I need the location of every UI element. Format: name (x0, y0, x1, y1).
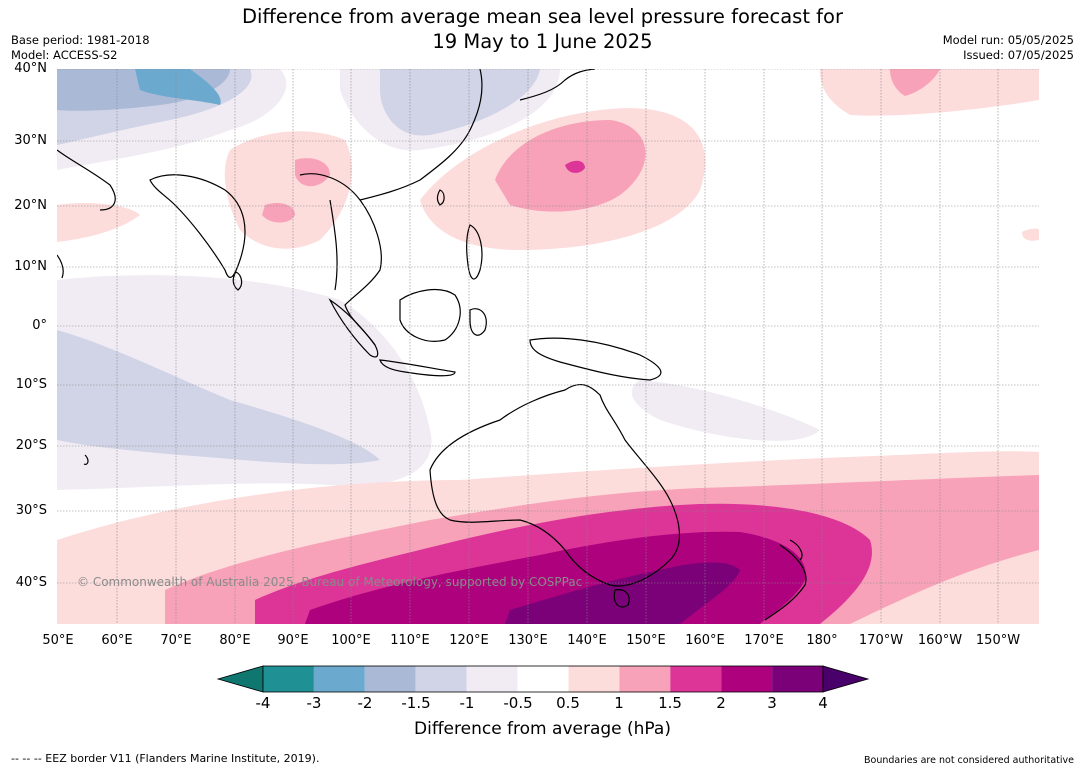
lon-label: 110°E (390, 633, 430, 648)
lat-label: 40°S (15, 575, 47, 590)
issued-date: Issued: 07/05/2025 (963, 48, 1074, 62)
colorbar-tick: -4 (255, 694, 271, 712)
coast-java (379, 359, 456, 377)
coast-new-guinea (529, 337, 662, 381)
lat-label: 20°N (14, 198, 47, 213)
anomaly-region-bay-of-bengal (295, 158, 330, 187)
lon-label: 130°E (508, 633, 548, 648)
colorbar-swatch (772, 666, 823, 692)
colorbar-tick: 1 (614, 694, 624, 712)
lon-label: 180° (806, 633, 838, 648)
colorbar-swatch (721, 666, 773, 692)
coast-taiwan (436, 189, 445, 206)
colorbar-tick: -2 (357, 694, 373, 712)
anomaly-region-south-asia (224, 131, 352, 249)
model-run: Model run: 05/05/2025 (942, 33, 1074, 47)
coastlines (57, 69, 807, 621)
map-title: Difference from average mean sea level p… (0, 4, 1085, 54)
colorbar-swatch (263, 666, 314, 692)
coast-borneo (399, 288, 461, 342)
lat-label: 0° (32, 318, 47, 333)
coast-arabia (57, 149, 116, 211)
colorbar (216, 665, 870, 693)
lat-label: 30°S (15, 503, 47, 518)
colorbar-swatch (364, 666, 416, 692)
anomaly-region-arabian-sea (57, 203, 140, 242)
colorbar-label: Difference from average (hPa) (414, 719, 671, 739)
copyright-notice: © Commonwealth of Australia 2025, Bureau… (77, 575, 583, 589)
colorbar-swatch (670, 666, 722, 692)
coast-sulawesi (469, 308, 487, 336)
colorbar-tick: 0.5 (556, 694, 580, 712)
lon-label: 90°E (277, 633, 309, 648)
anomaly-region-north-pacific-core (565, 160, 585, 173)
colorbar-tick: 4 (818, 694, 828, 712)
colorbar-swatch (619, 666, 671, 692)
anomaly-region-hawaii (1022, 228, 1039, 241)
lon-label: 80°E (219, 633, 251, 648)
eez-footnote: -- -- -- EEZ border V11 (Flanders Marine… (11, 752, 320, 765)
colorbar-tick: 1.5 (658, 694, 682, 712)
anomaly-region-south-asia-mid (262, 203, 295, 223)
colorbar-tick: 2 (716, 694, 726, 712)
map-title-line1: Difference from average mean sea level p… (242, 5, 843, 28)
boundary-disclaimer: Boundaries are not considered authoritat… (864, 755, 1074, 766)
colorbar-swatch (313, 666, 365, 692)
anomaly-region-mongolia-core (380, 69, 540, 136)
colorbar-tick: 3 (767, 694, 777, 712)
anomaly-region-indian-ocean-core (57, 330, 380, 465)
anomaly-region-central-asia-peak (135, 69, 221, 105)
coast-china (359, 69, 483, 201)
base-period: Base period: 1981-2018 (11, 33, 150, 47)
lat-label: 10°N (14, 259, 47, 274)
anomaly-region-coral-sea (631, 380, 820, 441)
colorbar-swatch (568, 666, 620, 692)
colorbar-extend-low (216, 665, 264, 693)
lat-label: 20°S (15, 438, 47, 453)
colorbar-tick: -1 (459, 694, 475, 712)
coast-southeast-asia (299, 173, 382, 346)
graticule (57, 69, 1039, 624)
coast-sri-lanka (232, 271, 243, 291)
colorbar-tick: -0.5 (503, 694, 533, 712)
map-area (57, 69, 1039, 624)
lon-label: 160°W (917, 633, 963, 648)
lat-label: 40°N (14, 61, 47, 76)
lon-label: 140°E (567, 633, 607, 648)
lat-label: 10°S (15, 377, 47, 392)
lon-label: 160°E (685, 633, 725, 648)
colorbar-frame (262, 665, 824, 693)
colorbar-tick: -1.5 (401, 694, 431, 712)
map-title-line2: 19 May to 1 June 2025 (432, 30, 653, 53)
lon-label: 70°E (160, 633, 192, 648)
coast-philippines (466, 224, 483, 280)
lon-label: 170°E (744, 633, 784, 648)
anomaly-region-northeast-pacific (820, 69, 1039, 116)
colorbar-swatch (517, 666, 569, 692)
anomaly-region-south-peak (505, 562, 740, 624)
coast-africa (57, 254, 89, 465)
coast-japan (519, 69, 596, 101)
lon-label: 150°W (975, 633, 1021, 648)
lon-label: 100°E (331, 633, 371, 648)
colorbar-swatch (466, 666, 518, 692)
coast-tasmania (613, 589, 630, 608)
coast-sumatra (328, 298, 379, 358)
coast-new-zealand (764, 539, 807, 621)
lon-label: 120°E (449, 633, 489, 648)
lat-label: 30°N (14, 133, 47, 148)
meta-left: Base period: 1981-2018 Model: ACCESS-S2 (11, 33, 150, 63)
lon-label: 150°E (626, 633, 666, 648)
colorbar-tick: -3 (306, 694, 322, 712)
lon-label: 170°W (858, 633, 904, 648)
meta-right: Model run: 05/05/2025 Issued: 07/05/2025 (943, 33, 1074, 63)
model-name: Model: ACCESS-S2 (11, 48, 118, 62)
coast-australia (429, 383, 681, 587)
lon-label: 50°E (42, 633, 74, 648)
lon-label: 60°E (101, 633, 133, 648)
colorbar-swatch (415, 666, 467, 692)
anomaly-region-northeast-pacific-mid (890, 69, 940, 96)
colorbar-extend-high (822, 665, 870, 693)
